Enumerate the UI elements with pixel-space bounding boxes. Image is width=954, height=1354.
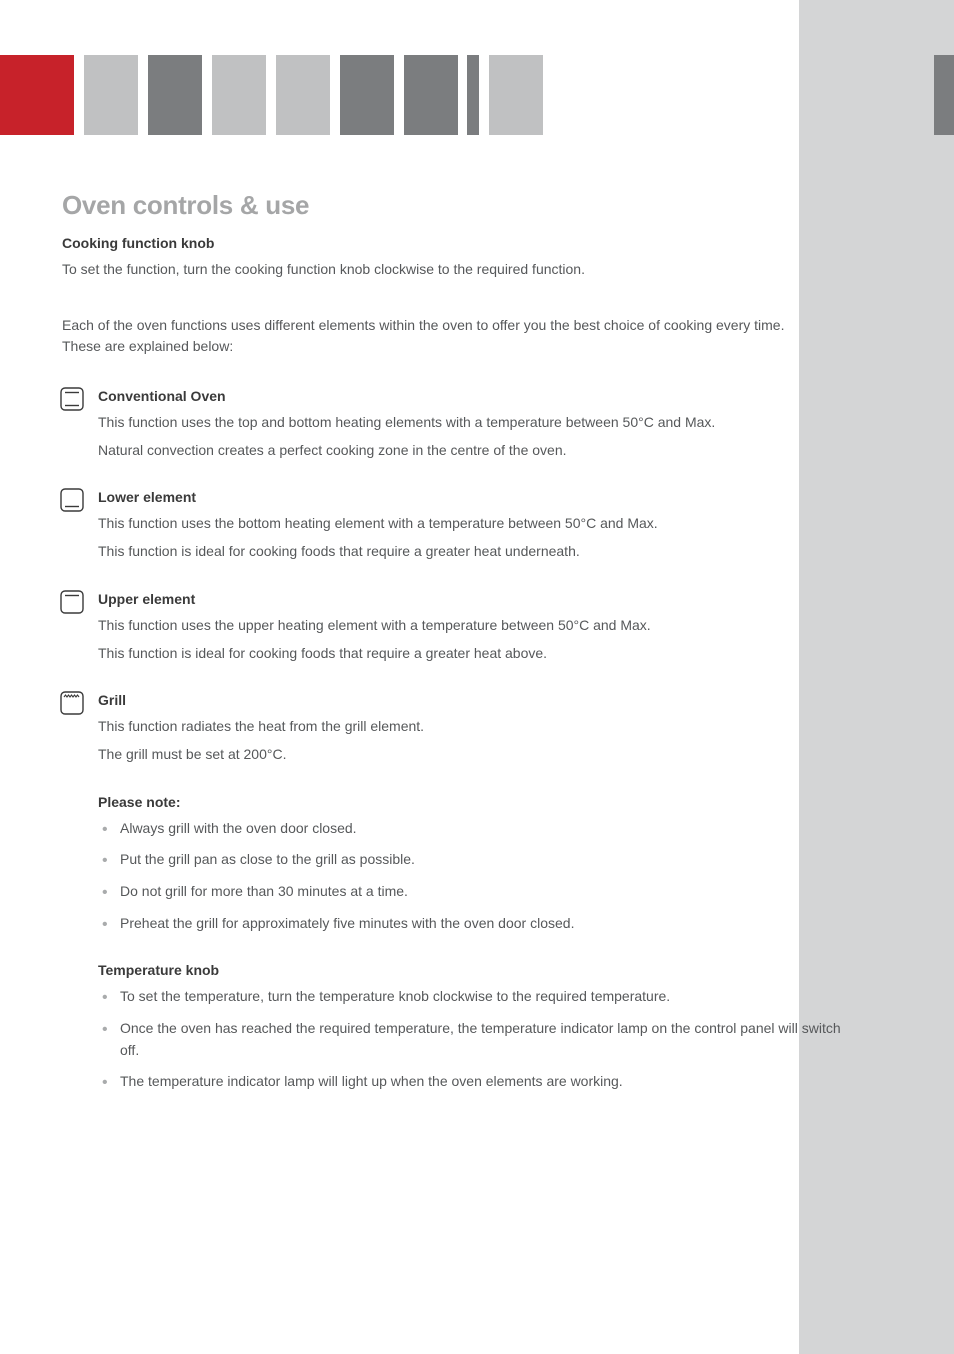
header-bar xyxy=(276,55,330,135)
please-note-item: Put the grill pan as close to the grill … xyxy=(98,849,842,871)
grill-line2: The grill must be set at 200°C. xyxy=(98,744,842,766)
header-bar xyxy=(148,55,202,135)
header-bar xyxy=(404,55,458,135)
conventional-line2: Natural convection creates a perfect coo… xyxy=(98,440,842,462)
temperature-knob-item: Once the oven has reached the required t… xyxy=(98,1018,842,1061)
lower-line2: This function is ideal for cooking foods… xyxy=(98,541,842,563)
header-bar xyxy=(467,55,479,135)
grill-line1: This function radiates the heat from the… xyxy=(98,716,842,738)
lower-element-icon xyxy=(59,487,85,513)
temperature-knob-item: To set the temperature, turn the tempera… xyxy=(98,986,842,1008)
content-area: Oven controls & use Cooking function kno… xyxy=(62,190,842,1121)
please-note-item: Do not grill for more than 30 minutes at… xyxy=(98,881,842,903)
header-bar xyxy=(84,55,138,135)
temperature-knob-list: To set the temperature, turn the tempera… xyxy=(98,986,842,1093)
temperature-knob-heading: Temperature knob xyxy=(98,962,842,978)
please-note-section: Please note: Always grill with the oven … xyxy=(62,794,842,935)
cooking-knob-section: Cooking function knob To set the functio… xyxy=(62,235,842,281)
please-note-list: Always grill with the oven door closed. P… xyxy=(98,818,842,935)
upper-heading: Upper element xyxy=(98,591,842,607)
header-bar xyxy=(0,55,74,135)
cooking-knob-text: To set the function, turn the cooking fu… xyxy=(62,259,842,281)
please-note-heading: Please note: xyxy=(98,794,842,810)
lower-heading: Lower element xyxy=(98,489,842,505)
upper-line1: This function uses the upper heating ele… xyxy=(98,615,842,637)
conventional-oven-icon xyxy=(59,386,85,412)
page: Oven controls & use Cooking function kno… xyxy=(0,0,954,1354)
grill-icon xyxy=(59,690,85,716)
grill-section: Grill This function radiates the heat fr… xyxy=(62,692,842,765)
header-bar xyxy=(489,55,543,135)
header-color-bars xyxy=(0,55,954,135)
grill-heading: Grill xyxy=(98,692,842,708)
functions-intro: Each of the oven functions uses differen… xyxy=(62,315,842,358)
upper-element-icon xyxy=(59,589,85,615)
conventional-heading: Conventional Oven xyxy=(98,388,842,404)
lower-element-section: Lower element This function uses the bot… xyxy=(62,489,842,562)
temperature-knob-section: Temperature knob To set the temperature,… xyxy=(62,962,842,1093)
conventional-line1: This function uses the top and bottom he… xyxy=(98,412,842,434)
header-bar xyxy=(340,55,394,135)
conventional-oven-section: Conventional Oven This function uses the… xyxy=(62,388,842,461)
please-note-item: Preheat the grill for approximately five… xyxy=(98,913,842,935)
header-bar xyxy=(212,55,266,135)
please-note-item: Always grill with the oven door closed. xyxy=(98,818,842,840)
upper-line2: This function is ideal for cooking foods… xyxy=(98,643,842,665)
page-title: Oven controls & use xyxy=(62,190,842,221)
temperature-knob-item: The temperature indicator lamp will ligh… xyxy=(98,1071,842,1093)
cooking-knob-heading: Cooking function knob xyxy=(62,235,842,251)
functions-intro-text: Each of the oven functions uses differen… xyxy=(62,315,822,358)
lower-line1: This function uses the bottom heating el… xyxy=(98,513,842,535)
upper-element-section: Upper element This function uses the upp… xyxy=(62,591,842,664)
